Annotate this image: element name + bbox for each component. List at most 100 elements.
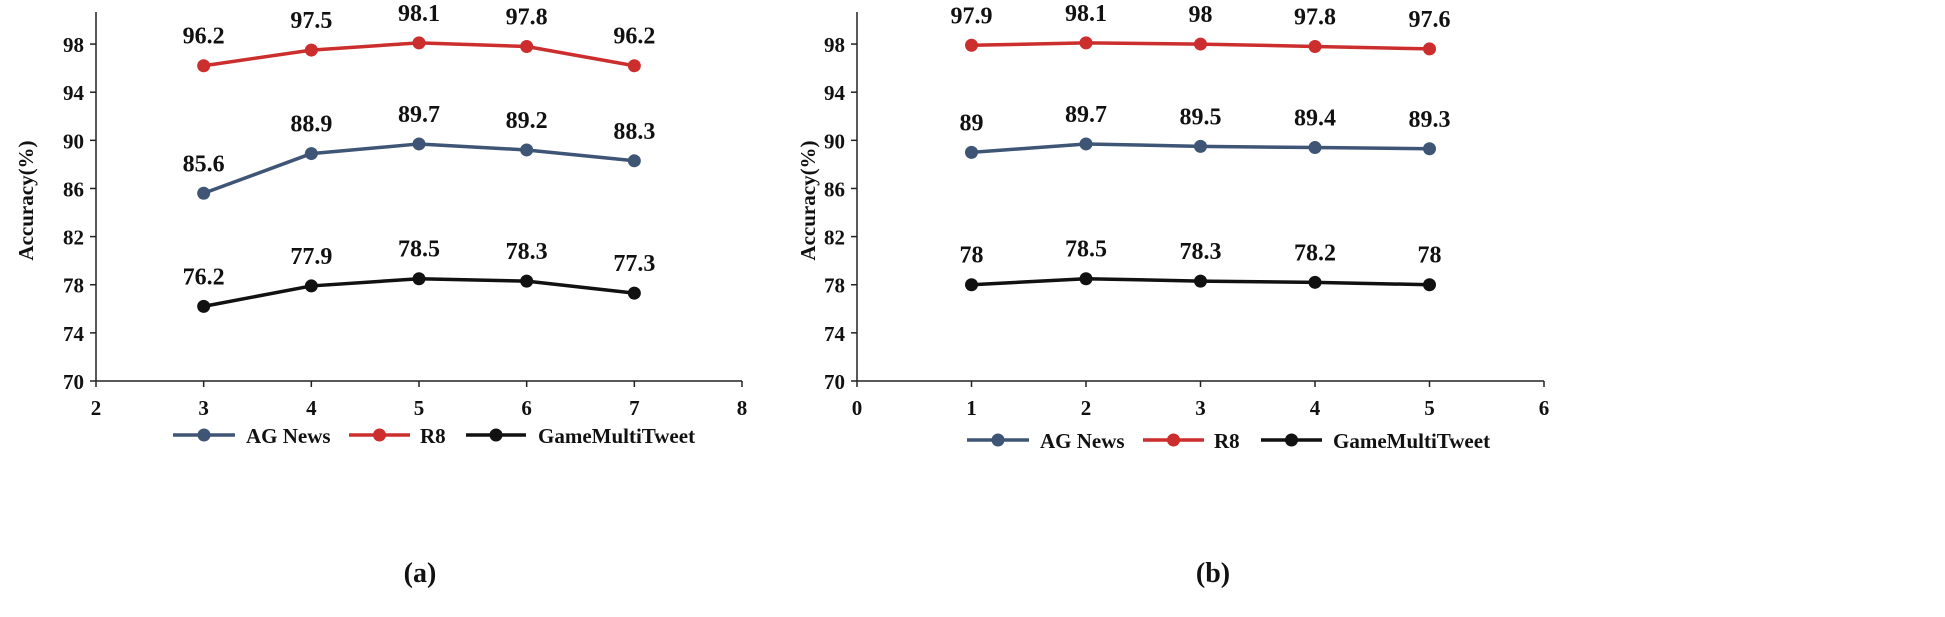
data-point-r8 — [1079, 36, 1093, 50]
legend-marker-ag — [991, 433, 1005, 447]
data-label-game: 77.9 — [290, 244, 332, 270]
x-tick-label: 3 — [198, 396, 209, 420]
data-label-r8: 98.1 — [398, 1, 440, 27]
data-point-game — [1194, 274, 1207, 288]
series-ag: 85.6 88.9 89.7 89.2 88.3 — [183, 102, 655, 200]
data-label-r8: 98 — [1189, 2, 1213, 28]
data-label-game: 77.3 — [613, 251, 655, 277]
data-point-r8 — [1308, 39, 1322, 53]
series-ag: 89 89.7 89.5 89.4 89.3 — [960, 102, 1451, 159]
data-label-ag: 88.9 — [290, 112, 332, 138]
data-point-game — [412, 272, 426, 286]
data-label-ag: 89.5 — [1180, 104, 1222, 130]
legend-marker-ag — [197, 428, 211, 442]
legend-label-game: GameMultiTweet — [538, 424, 695, 448]
y-tick-label: 70 — [824, 370, 845, 394]
y-tick-label: 94 — [63, 81, 85, 105]
legend-item-r8: R8 — [1143, 429, 1240, 453]
data-label-r8: 96.2 — [183, 24, 225, 50]
data-point-game — [520, 274, 534, 288]
data-point-ag — [197, 186, 211, 200]
legend-label-game: GameMultiTweet — [1333, 429, 1490, 453]
x-tick-label: 8 — [737, 396, 748, 420]
y-axis-label: Accuracy(%) — [796, 140, 820, 260]
data-label-r8: 97.6 — [1409, 7, 1451, 33]
x-tick-label: 5 — [414, 396, 425, 420]
legend-item-game: GameMultiTweet — [466, 424, 695, 448]
data-label-ag: 89.2 — [506, 108, 548, 134]
legend-label-ag: AG News — [1040, 429, 1125, 453]
legend-item-ag: AG News — [967, 429, 1125, 453]
data-label-ag: 89.3 — [1409, 107, 1451, 133]
y-tick-label: 78 — [824, 274, 845, 298]
data-point-r8 — [1423, 42, 1436, 56]
y-tick-label: 90 — [63, 129, 84, 153]
data-label-r8: 97.8 — [1294, 4, 1336, 30]
data-point-r8 — [304, 43, 318, 57]
data-point-ag — [627, 154, 641, 168]
data-label-game: 78 — [960, 243, 984, 269]
data-point-game — [1423, 278, 1436, 292]
x-tick-label: 1 — [966, 396, 977, 420]
series-r8: 96.2 97.5 98.1 97.8 96.2 — [183, 1, 655, 73]
data-label-r8: 96.2 — [613, 24, 655, 50]
y-axis-label: Accuracy(%) — [14, 140, 38, 260]
data-point-r8 — [1194, 37, 1207, 51]
data-point-game — [197, 299, 211, 313]
chart-panel-b: 70 74 78 82 86 90 94 98 0 1 2 3 4 5 6 Accuracy(%) 89 89.7… — [796, 1, 1549, 589]
data-point-ag — [965, 145, 978, 159]
legend-marker-r8 — [1167, 433, 1180, 447]
data-point-game — [304, 279, 318, 293]
legend-label-r8: R8 — [1214, 429, 1240, 453]
y-tick-label: 90 — [824, 129, 845, 153]
y-tick-label: 98 — [824, 33, 845, 57]
data-point-r8 — [412, 36, 426, 50]
panel-caption: (b) — [1196, 558, 1230, 589]
data-point-ag — [412, 137, 426, 151]
data-point-r8 — [520, 39, 534, 53]
data-point-ag — [1308, 141, 1322, 155]
legend-marker-game — [489, 428, 503, 442]
data-label-game: 78.3 — [506, 239, 548, 265]
y-tick-label: 74 — [824, 322, 846, 346]
data-label-r8: 98.1 — [1065, 1, 1107, 27]
x-tick-label: 3 — [1195, 396, 1206, 420]
data-label-ag: 88.3 — [613, 119, 655, 145]
x-tick-label: 6 — [1539, 396, 1550, 420]
data-point-ag — [520, 143, 534, 157]
x-tick-label: 2 — [91, 396, 102, 420]
data-point-r8 — [627, 59, 641, 73]
y-tick-label: 86 — [824, 177, 845, 201]
data-point-ag — [1079, 137, 1093, 151]
y-tick-label: 94 — [824, 81, 846, 105]
legend-item-r8: R8 — [349, 424, 446, 448]
y-tick-label: 82 — [63, 226, 84, 250]
x-tick-label: 4 — [306, 396, 317, 420]
data-label-game: 78.2 — [1294, 240, 1336, 266]
y-tick-label: 82 — [824, 226, 845, 250]
data-point-ag — [1423, 142, 1436, 156]
data-point-ag — [304, 147, 318, 161]
data-label-ag: 89.4 — [1294, 106, 1336, 132]
y-tick-label: 70 — [63, 370, 84, 394]
data-label-game: 78.3 — [1180, 239, 1222, 265]
legend-item-game: GameMultiTweet — [1261, 429, 1490, 453]
data-label-ag: 89 — [960, 110, 984, 136]
series-game: 76.2 77.9 78.5 78.3 77.3 — [183, 237, 655, 313]
x-tick-label: 0 — [852, 396, 863, 420]
data-point-game — [627, 286, 641, 300]
series-line-ag — [203, 142, 635, 195]
legend-marker-r8 — [373, 428, 386, 442]
data-label-game: 78.5 — [398, 237, 440, 263]
data-label-r8: 97.5 — [290, 8, 332, 34]
legend-item-ag: AG News — [173, 424, 331, 448]
legend: AG News R8 GameMultiTweet — [173, 424, 695, 448]
x-tick-label: 5 — [1424, 396, 1435, 420]
data-point-game — [965, 278, 978, 292]
legend-marker-game — [1285, 433, 1298, 447]
y-tick-label: 98 — [63, 33, 84, 57]
x-tick-label: 6 — [521, 396, 532, 420]
